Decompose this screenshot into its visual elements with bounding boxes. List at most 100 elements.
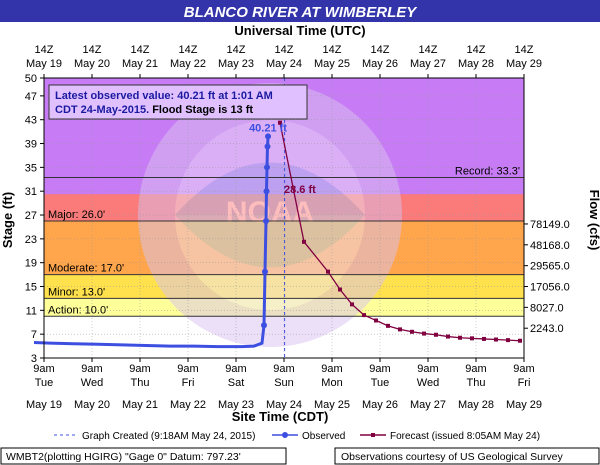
y-tick-label: 47 (25, 91, 37, 103)
flow-tick-label: 17056.0 (530, 282, 570, 294)
observed-series (33, 133, 272, 349)
forecast-point (350, 302, 354, 307)
top-tick-label: 14Z (83, 44, 102, 56)
threshold-label-action: Action: 10.0' (48, 304, 108, 316)
y-tick-label: 7 (31, 329, 37, 341)
noaa-seal-sky (175, 162, 365, 215)
bottom-tick-time: 9am (225, 363, 246, 375)
chart-title: BLANCO RIVER AT WIMBERLEY (184, 4, 418, 21)
threshold-label-major: Major: 26.0' (48, 209, 105, 221)
y-tick-label: 15 (25, 282, 37, 294)
top-tick-date: May 26 (362, 58, 398, 70)
forecast-point (518, 338, 522, 343)
footer-left-box (0, 447, 287, 465)
bottom-axis-ticks: 9am Tue May 19 9am Wed May 20 9am Thu May 21 9am F… (26, 358, 542, 411)
bottom-tick-date: May 26 (362, 399, 398, 411)
top-tick-date: May 25 (314, 58, 350, 70)
forecast-point (338, 287, 342, 292)
annotation-flood-stage: Flood Stage is 13 ft (149, 104, 253, 116)
bottom-tick-day: Fri (182, 377, 195, 389)
bottom-tick-day: Wed (417, 377, 439, 389)
bottom-tick-time: 9am (273, 363, 294, 375)
observed-point (265, 133, 272, 140)
forecast-point (422, 331, 426, 336)
bottom-tick-date: May 21 (122, 399, 158, 411)
annotation-date: CDT 24-May-2015. (55, 104, 149, 116)
legend: Graph Created (9:18AM May 24, 2015) Obse… (54, 431, 540, 442)
annotation-box (48, 84, 308, 120)
bottom-tick-date: May 20 (74, 399, 110, 411)
bottom-tick-date: May 22 (170, 399, 206, 411)
title-bar (0, 0, 600, 22)
y-tick-label: 43 (25, 115, 37, 127)
legend-observed: Observed (302, 431, 345, 442)
threshold-label-minor: Minor: 13.0' (48, 286, 105, 298)
y-tick-label: 35 (25, 162, 37, 174)
forecast-point (458, 335, 462, 340)
observed-point (262, 268, 268, 275)
flow-tick-label: 78149.0 (530, 219, 570, 231)
bottom-tick-day: Thu (131, 377, 150, 389)
noaa-seal-water (175, 215, 365, 268)
observed-point (264, 164, 270, 171)
legend-graph-created: Graph Created (9:18AM May 24, 2015) (82, 431, 255, 442)
footer-credit: Observations courtesy of US Geological S… (341, 451, 564, 463)
bottom-tick-date: May 24 (266, 399, 302, 411)
legend-forecast-marker (371, 433, 375, 437)
top-tick-label: 14Z (515, 44, 534, 56)
bottom-tick-date: May 28 (458, 399, 494, 411)
top-tick-label: 14Z (323, 44, 342, 56)
footer-right-box (334, 447, 600, 465)
top-tick-label: 14Z (35, 44, 54, 56)
y-tick-label: 11 (26, 305, 37, 317)
observed-point (263, 217, 269, 224)
bottom-tick-day: Fri (518, 377, 531, 389)
peak-observed-label: 40.21 ft (249, 122, 287, 134)
footer-datum: WMBT2(plotting HGIRG) "Gage 0" Datum: 79… (6, 451, 241, 463)
bottom-tick-day: Wed (81, 377, 103, 389)
flow-tick-label: 2243.0 (530, 323, 564, 335)
top-tick-date: May 21 (122, 58, 158, 70)
y-axis-ticks: 3 7 11 15 19 23 27 31 35 39 43 47 50 (25, 73, 44, 365)
forecast-point (434, 332, 438, 337)
top-tick-date: May 23 (218, 58, 254, 70)
bottom-tick-day: Sun (274, 377, 294, 389)
bottom-tick-time: 9am (33, 363, 54, 375)
bottom-tick-day: Thu (467, 377, 486, 389)
top-tick-date: May 27 (410, 58, 446, 70)
bottom-tick-time: 9am (129, 363, 150, 375)
annotation-line2: CDT 24-May-2015. Flood Stage is 13 ft (55, 104, 253, 116)
bottom-tick-time: 9am (465, 363, 486, 375)
flow-tick-label: 29565.0 (530, 261, 570, 273)
bottom-tick-day: Sat (228, 377, 245, 389)
flow-axis-title: Flow (cfs) (587, 190, 600, 251)
forecast-point (278, 120, 282, 125)
top-tick-label: 14Z (371, 44, 390, 56)
legend-forecast: Forecast (issued 8:05AM May 24) (390, 431, 540, 442)
flow-axis-ticks: 2243.0 8027.0 17056.0 29565.0 48168.0 78149.0 (524, 219, 570, 335)
plot-frame (43, 77, 525, 359)
x-axis-title: Site Time (CDT) (232, 409, 329, 424)
bottom-tick-day: Mon (321, 377, 342, 389)
top-tick-date: May 19 (26, 58, 62, 70)
bottom-tick-date: May 25 (314, 399, 350, 411)
bottom-tick-time: 9am (513, 363, 534, 375)
forecast-point (470, 336, 474, 341)
top-tick-label: 14Z (179, 44, 198, 56)
top-tick-label: 14Z (131, 44, 150, 56)
threshold-lines: Record: 33.3' Major: 26.0' Moderate: 17.0'… (44, 165, 524, 317)
top-tick-date: May 29 (506, 58, 542, 70)
bottom-tick-date: May 27 (410, 399, 446, 411)
forecast-point (398, 327, 402, 332)
forecast-point (410, 329, 414, 334)
annotation-line1: Latest observed value: 40.21 ft at 1:01 … (55, 90, 273, 102)
forecast-point (362, 313, 366, 318)
bottom-tick-time: 9am (369, 363, 390, 375)
flow-tick-label: 48168.0 (530, 240, 570, 252)
y-tick-label: 27 (25, 210, 37, 222)
bottom-tick-time: 9am (177, 363, 198, 375)
bottom-tick-time: 9am (321, 363, 342, 375)
forecast-series (278, 120, 522, 343)
observed-point (263, 188, 270, 195)
